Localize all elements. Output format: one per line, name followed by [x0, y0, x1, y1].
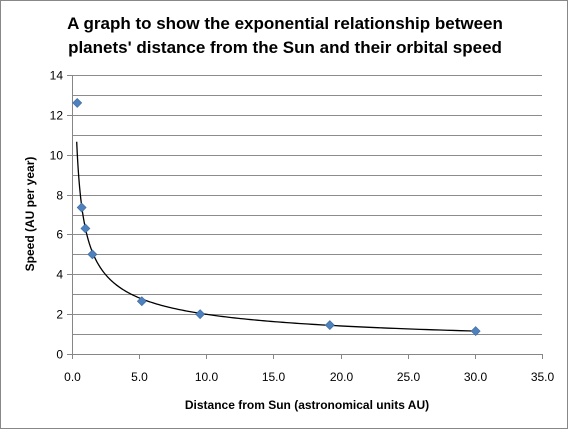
axes-layer — [72, 75, 542, 355]
trendline — [76, 141, 476, 332]
data-point — [470, 326, 481, 337]
data-point — [136, 296, 147, 307]
chart-title-line-1: A graph to show the exponential relation… — [67, 14, 503, 33]
x-tick-label: 0.0 — [64, 370, 81, 384]
x-axis-label: Distance from Sun (astronomical units AU… — [185, 398, 429, 412]
data-point — [76, 202, 87, 213]
data-point — [195, 309, 206, 320]
x-tick-label: 30.0 — [464, 370, 488, 384]
y-tick-label: 12 — [50, 109, 64, 123]
trendline-layer — [76, 141, 476, 332]
y-tick-label: 8 — [56, 189, 63, 203]
x-tick-label: 35.0 — [531, 370, 555, 384]
x-tick-label: 10.0 — [195, 370, 219, 384]
x-tick-label: 20.0 — [330, 370, 354, 384]
x-tick-label: 15.0 — [262, 370, 286, 384]
y-axis-label: Speed (AU per year) — [23, 157, 37, 272]
y-tick-label: 2 — [56, 308, 63, 322]
ticks-layer: 0 2 4 6 8 10 12 14 0.0 5.0 10.0 15.0 20.0 25.0 30.0 35.… — [50, 69, 555, 385]
data-point — [80, 223, 91, 234]
y-tick-label: 0 — [56, 348, 63, 362]
grid-layer — [72, 75, 542, 335]
data-point — [324, 320, 335, 331]
x-tick-label: 25.0 — [397, 370, 421, 384]
chart-title-line-2: planets' distance from the Sun and their… — [68, 38, 502, 57]
y-tick-label: 4 — [56, 268, 63, 282]
y-tick-label: 6 — [56, 228, 63, 242]
y-tick-label: 14 — [50, 69, 64, 83]
data-point — [72, 97, 83, 108]
data-point — [87, 249, 98, 260]
y-tick-label: 10 — [50, 149, 64, 163]
x-tick-label: 5.0 — [131, 370, 148, 384]
points-layer — [72, 97, 481, 337]
